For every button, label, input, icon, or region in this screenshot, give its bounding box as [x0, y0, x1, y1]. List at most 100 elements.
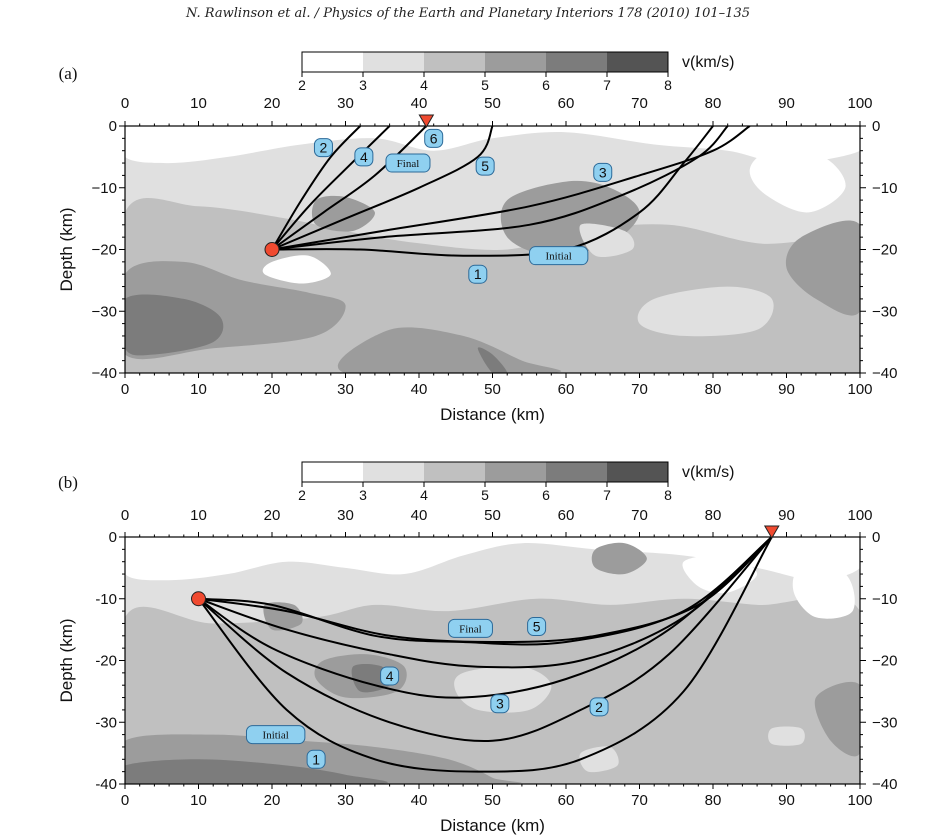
ray-path	[198, 537, 773, 669]
x-tick-label-bottom: 80	[705, 381, 722, 398]
y-tick-label-left: 0	[109, 529, 117, 546]
x-tick-label-bottom: 20	[264, 381, 281, 398]
ray-labels: 1 2 3 4 5 6 Final Initial	[313, 128, 613, 284]
colorbar-tick-label: 2	[298, 77, 306, 93]
ray-label: 2	[595, 699, 603, 715]
panel-label: (a)	[59, 64, 78, 83]
x-axis: 0 0 10 10 20 20 30 30 40 40 50 50 60 60 70 70 80 80 90 90 10…	[121, 507, 873, 835]
colorbar-swatch	[546, 462, 607, 482]
ray-label: Initial	[263, 730, 289, 742]
ray-path	[271, 126, 391, 251]
ray-label: 1	[312, 751, 320, 767]
velocity-contour	[125, 126, 860, 164]
velocity-contour	[311, 195, 375, 232]
x-tick-label-bottom: 50	[484, 792, 501, 809]
colorbar-tick-label: 6	[542, 487, 550, 503]
panel-label: (b)	[58, 473, 78, 492]
velocity-contour	[337, 327, 561, 373]
ray-path	[198, 537, 773, 644]
y-tick-label-left: -30	[95, 714, 117, 731]
ray-label-box	[313, 138, 333, 158]
colorbar-tick-label: 7	[603, 487, 611, 503]
x-tick-label-top: 60	[558, 95, 575, 112]
ray-label-box	[589, 697, 609, 717]
ray-label: 1	[474, 266, 482, 282]
y-tick-label-left: −40	[92, 365, 117, 382]
x-tick-label-bottom: 30	[337, 792, 354, 809]
velocity-contour	[792, 566, 855, 619]
x-tick-label-top: 0	[121, 95, 129, 112]
ray-label-box	[528, 246, 589, 266]
x-tick-label-top: 0	[121, 507, 129, 524]
x-tick-label-bottom: 60	[558, 381, 575, 398]
x-tick-label-top: 30	[337, 95, 354, 112]
y-tick-label-right: −20	[872, 242, 897, 259]
x-tick-label-bottom: 0	[121, 381, 129, 398]
x-tick-label-bottom: 100	[847, 381, 872, 398]
x-tick-label-bottom: 90	[778, 792, 795, 809]
x-tick-label-top: 20	[264, 95, 281, 112]
x-tick-label-top: 70	[631, 507, 648, 524]
y-tick-label-right: 0	[872, 529, 880, 546]
x-tick-label-bottom: 20	[264, 792, 281, 809]
colorbar-tick-label: 2	[298, 487, 306, 503]
velocity-contour	[477, 347, 508, 373]
x-tick-label-bottom: 40	[411, 792, 428, 809]
colorbar-label: v(km/s)	[682, 54, 734, 71]
velocity-field	[125, 537, 860, 784]
x-tick-label-bottom: 0	[121, 792, 129, 809]
y-tick-label-left: -40	[95, 776, 117, 793]
ray-label-box	[447, 618, 493, 638]
y-tick-label-right: −30	[872, 303, 897, 320]
ray-paths	[197, 537, 773, 773]
velocity-contour	[262, 255, 331, 284]
colorbar-swatch	[607, 462, 668, 482]
x-tick-label-top: 50	[484, 507, 501, 524]
colorbar-label: v(km/s)	[682, 464, 734, 481]
x-tick-label-bottom: 30	[337, 381, 354, 398]
colorbar: 2 3 4 5 6 7 8 v(km/s)	[298, 461, 734, 503]
x-tick-label-top: 30	[337, 507, 354, 524]
y-tick-label-left: −30	[92, 303, 117, 320]
ray-label: 2	[320, 140, 328, 156]
ray-path	[197, 537, 773, 699]
ray-path	[271, 126, 751, 251]
x-tick-label-top: 40	[411, 507, 428, 524]
velocity-contour	[785, 220, 860, 316]
panel-b: (b)2 3 4 5 6 7 8v(km/s)00101020203030404050506…	[57, 461, 897, 835]
ray-paths	[271, 126, 751, 257]
ray-path	[197, 537, 773, 743]
colorbar-swatch	[607, 52, 668, 72]
x-tick-label-top: 20	[264, 507, 281, 524]
ray-label-box	[354, 147, 374, 167]
ray-label-box	[306, 749, 326, 769]
ray-label: 4	[386, 668, 394, 684]
x-tick-label-top: 100	[847, 507, 872, 524]
ray-label-box	[593, 162, 613, 182]
ray-path	[271, 126, 729, 251]
colorbar-swatch	[546, 52, 607, 72]
colorbar-swatch	[485, 462, 546, 482]
x-tick-label-top: 10	[190, 95, 207, 112]
ray-label-box	[527, 617, 547, 637]
receiver-marker	[763, 525, 780, 539]
colorbar-swatch	[424, 52, 485, 72]
y-tick-label-right: −40	[872, 776, 897, 793]
y-tick-label-right: 0	[872, 118, 880, 135]
ray-label: 6	[430, 130, 438, 146]
ray-path	[271, 126, 427, 251]
colorbar-tick-label: 4	[420, 77, 428, 93]
ray-label-box	[475, 156, 495, 176]
ray-label: 5	[533, 619, 541, 635]
colorbar-tick-label: 4	[420, 487, 428, 503]
ray-label: 3	[599, 164, 607, 180]
x-tick-label-bottom: 70	[631, 381, 648, 398]
x-tick-label-bottom: 10	[190, 381, 207, 398]
velocity-contour	[125, 759, 388, 784]
ray-label-box	[380, 666, 400, 686]
velocity-contour	[637, 286, 774, 337]
panel-a: (a)2 3 4 5 6 7 8v(km/s)00101020203030404050506…	[57, 51, 897, 424]
x-tick-label-top: 50	[484, 95, 501, 112]
x-tick-label-bottom: 80	[705, 792, 722, 809]
y-tick-label-right: −10	[872, 180, 897, 197]
